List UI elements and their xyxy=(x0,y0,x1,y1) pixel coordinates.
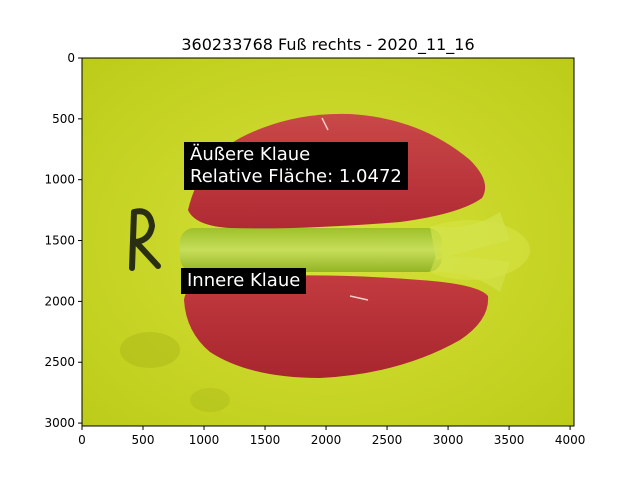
marker-letter-r-icon xyxy=(129,208,161,271)
x-tick-label: 1500 xyxy=(250,433,281,447)
inner-claw-label: Innere Klaue xyxy=(181,268,307,294)
y-tick-label: 1000 xyxy=(44,173,75,187)
outer-claw-label: Äußere Klaue Relative Fläche: 1.0472 xyxy=(184,142,408,190)
outer-claw-relative-area: Relative Fläche: 1.0472 xyxy=(190,166,402,187)
y-tick-label: 2000 xyxy=(44,294,75,308)
x-tick-label: 500 xyxy=(132,433,155,447)
y-axis: 0 500 1000 1500 2000 2500 3000 xyxy=(44,51,82,430)
x-axis: 0 500 1000 1500 2000 2500 3000 3500 4000 xyxy=(78,426,585,447)
x-tick-label: 4000 xyxy=(555,433,586,447)
y-tick-label: 3000 xyxy=(44,416,75,430)
inner-claw-mask xyxy=(184,275,489,378)
y-tick-label: 2500 xyxy=(44,355,75,369)
axes-frame xyxy=(81,57,575,427)
x-tick-label: 3500 xyxy=(494,433,525,447)
outer-claw-name: Äußere Klaue xyxy=(190,144,311,165)
x-tick-label: 2500 xyxy=(372,433,403,447)
figure-title: 360233768 Fuß rechts - 2020_11_16 xyxy=(181,35,474,55)
x-tick-label: 1000 xyxy=(189,433,220,447)
x-tick-label: 0 xyxy=(78,433,86,447)
y-tick-label: 0 xyxy=(67,51,75,65)
x-tick-label: 3000 xyxy=(433,433,464,447)
hoof-photo xyxy=(82,58,574,426)
y-tick-label: 1500 xyxy=(44,234,75,248)
inner-claw-name: Innere Klaue xyxy=(187,270,301,291)
y-tick-label: 500 xyxy=(52,112,75,126)
x-tick-label: 2000 xyxy=(311,433,342,447)
